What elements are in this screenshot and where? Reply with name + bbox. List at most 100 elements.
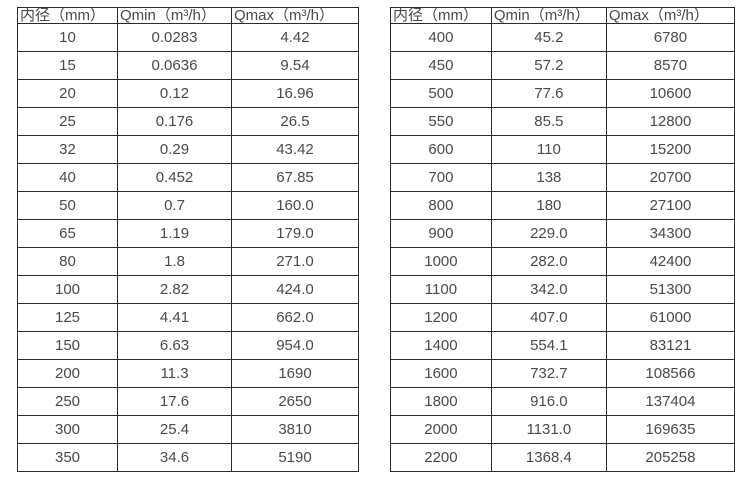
table-cell: 125 xyxy=(17,303,118,332)
table-cell: 2.82 xyxy=(117,275,232,304)
table-row: 65 1.19 179.0 xyxy=(17,219,359,248)
table-cell: 1100 xyxy=(390,275,492,304)
table-cell: 169635 xyxy=(605,415,736,444)
table-cell: 83121 xyxy=(605,331,736,360)
table-cell: 0.0283 xyxy=(117,23,232,52)
table-cell: 51300 xyxy=(605,275,736,304)
table-cell: 5190 xyxy=(231,443,359,472)
table-cell: 9.54 xyxy=(231,51,359,80)
table-cell: 12800 xyxy=(605,107,736,136)
table-row: 2200 1368.4 205258 xyxy=(390,443,736,472)
table-cell: 400 xyxy=(390,23,492,52)
table-row: 15 0.0636 9.54 xyxy=(17,51,359,80)
table-cell: 1368.4 xyxy=(490,443,607,472)
table-cell: 450 xyxy=(390,51,492,80)
table-row: 150 6.63 954.0 xyxy=(17,331,359,360)
column-header-qmax: Qmax（m³/h） xyxy=(605,7,736,24)
table-row: 550 85.5 12800 xyxy=(390,107,736,136)
table-cell: 160.0 xyxy=(231,191,359,220)
table-cell: 342.0 xyxy=(490,275,607,304)
table-cell: 1400 xyxy=(390,331,492,360)
table-cell: 550 xyxy=(390,107,492,136)
table-row: 2000 1131.0 169635 xyxy=(390,415,736,444)
column-header-diameter: 内径（mm） xyxy=(17,7,118,24)
header-row: 内径（mm） Qmin（m³/h） Qmax（m³/h） xyxy=(390,7,736,24)
table-cell: 800 xyxy=(390,191,492,220)
table-row: 25 0.176 26.5 xyxy=(17,107,359,136)
table-cell: 0.452 xyxy=(117,163,232,192)
table-cell: 85.5 xyxy=(490,107,607,136)
table-cell: 8570 xyxy=(605,51,736,80)
table-cell: 282.0 xyxy=(490,247,607,276)
table-row: 300 25.4 3810 xyxy=(17,415,359,444)
column-header-qmin: Qmin（m³/h） xyxy=(117,7,232,24)
table-cell: 205258 xyxy=(605,443,736,472)
table-cell: 1200 xyxy=(390,303,492,332)
table-cell: 27100 xyxy=(605,191,736,220)
table-row: 1200 407.0 61000 xyxy=(390,303,736,332)
table-cell: 137404 xyxy=(605,387,736,416)
header-row: 内径（mm） Qmin（m³/h） Qmax（m³/h） xyxy=(17,7,359,24)
table-cell: 1600 xyxy=(390,359,492,388)
table-row: 1400 554.1 83121 xyxy=(390,331,736,360)
table-cell: 271.0 xyxy=(231,247,359,276)
column-header-qmin: Qmin（m³/h） xyxy=(490,7,607,24)
table-cell: 57.2 xyxy=(490,51,607,80)
table-cell: 2000 xyxy=(390,415,492,444)
table-cell: 2650 xyxy=(231,387,359,416)
table-row: 100 2.82 424.0 xyxy=(17,275,359,304)
table-cell: 732.7 xyxy=(490,359,607,388)
table-cell: 662.0 xyxy=(231,303,359,332)
table-cell: 50 xyxy=(17,191,118,220)
table-cell: 32 xyxy=(17,135,118,164)
column-header-diameter: 内径（mm） xyxy=(390,7,492,24)
table-cell: 16.96 xyxy=(231,79,359,108)
table-row: 800 180 27100 xyxy=(390,191,736,220)
table-cell: 229.0 xyxy=(490,219,607,248)
table-row: 900 229.0 34300 xyxy=(390,219,736,248)
table-cell: 0.176 xyxy=(117,107,232,136)
table-cell: 15200 xyxy=(605,135,736,164)
table-row: 450 57.2 8570 xyxy=(390,51,736,80)
table-cell: 138 xyxy=(490,163,607,192)
table-row: 1600 732.7 108566 xyxy=(390,359,736,388)
table-cell: 0.12 xyxy=(117,79,232,108)
table-row: 1000 282.0 42400 xyxy=(390,247,736,276)
table-cell: 1000 xyxy=(390,247,492,276)
table-cell: 110 xyxy=(490,135,607,164)
table-cell: 900 xyxy=(390,219,492,248)
table-cell: 26.5 xyxy=(231,107,359,136)
table-cell: 200 xyxy=(17,359,118,388)
table-cell: 34300 xyxy=(605,219,736,248)
column-header-qmax: Qmax（m³/h） xyxy=(231,7,359,24)
table-cell: 2200 xyxy=(390,443,492,472)
flow-range-table-dn10-350: 内径（mm） Qmin（m³/h） Qmax（m³/h） 10 0.0283 4.4… xyxy=(17,7,359,472)
table-row: 700 138 20700 xyxy=(390,163,736,192)
table-row: 500 77.6 10600 xyxy=(390,79,736,108)
table-cell: 954.0 xyxy=(231,331,359,360)
table-cell: 25 xyxy=(17,107,118,136)
table-cell: 350 xyxy=(17,443,118,472)
table-cell: 0.29 xyxy=(117,135,232,164)
table-row: 350 34.6 5190 xyxy=(17,443,359,472)
table-cell: 250 xyxy=(17,387,118,416)
table-row: 600 110 15200 xyxy=(390,135,736,164)
table-cell: 25.4 xyxy=(117,415,232,444)
table-cell: 1690 xyxy=(231,359,359,388)
table-row: 80 1.8 271.0 xyxy=(17,247,359,276)
table-cell: 17.6 xyxy=(117,387,232,416)
table-row: 50 0.7 160.0 xyxy=(17,191,359,220)
table-cell: 1.8 xyxy=(117,247,232,276)
table-cell: 67.85 xyxy=(231,163,359,192)
table-row: 1100 342.0 51300 xyxy=(390,275,736,304)
table-cell: 80 xyxy=(17,247,118,276)
table-cell: 15 xyxy=(17,51,118,80)
table-cell: 554.1 xyxy=(490,331,607,360)
table-cell: 407.0 xyxy=(490,303,607,332)
table-cell: 42400 xyxy=(605,247,736,276)
table-cell: 4.41 xyxy=(117,303,232,332)
table-cell: 3810 xyxy=(231,415,359,444)
table-cell: 500 xyxy=(390,79,492,108)
table-row: 32 0.29 43.42 xyxy=(17,135,359,164)
table-cell: 179.0 xyxy=(231,219,359,248)
